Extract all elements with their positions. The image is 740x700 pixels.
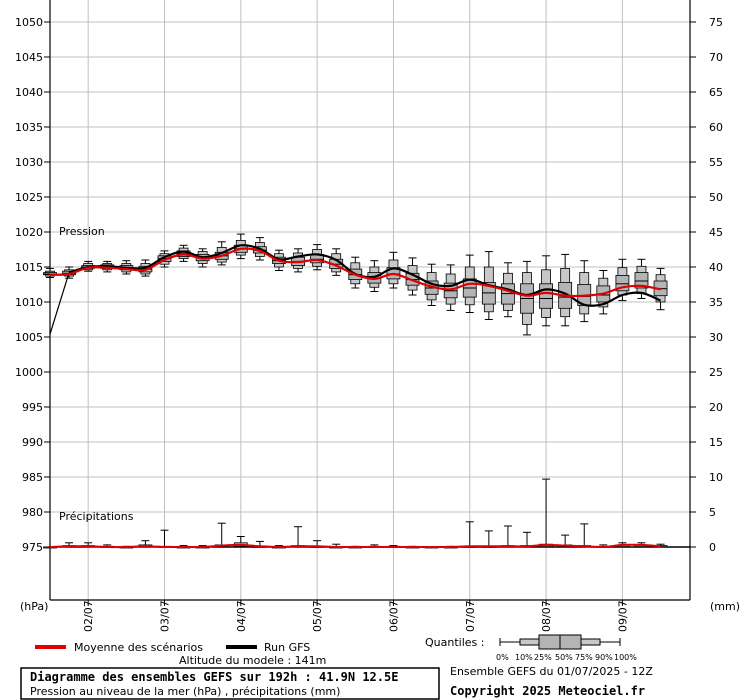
chart-subtitle: Pression au niveau de la mer (hPa) , pré… — [30, 685, 340, 698]
y-right-tick-label: 15 — [709, 436, 723, 449]
gfs-initial-segment — [49, 272, 70, 335]
precip-label: Précipitations — [59, 510, 134, 523]
y-left-tick-label: 985 — [22, 471, 43, 484]
x-axis: 02/07 03/07 04/07 05/07 06/07 07/07 08/07 09/07 — [82, 600, 629, 632]
x-tick-label: 06/07 — [387, 600, 400, 632]
quantile-75: 75% — [575, 653, 593, 662]
y-left-tick-label: 1025 — [15, 191, 43, 204]
pressure-label: Pression — [59, 225, 105, 238]
y-left-tick-label: 1045 — [15, 51, 43, 64]
y-right-tick-label: 65 — [709, 86, 723, 99]
y-left-tick-label: 980 — [22, 506, 43, 519]
quantiles-label: Quantiles : — [425, 636, 484, 649]
pressure-iqr-box — [634, 272, 649, 289]
quantile-0: 0% — [496, 653, 509, 662]
y-left-tick-label: 975 — [22, 541, 43, 554]
title-box — [20, 667, 440, 700]
y-left-tick-label: 1050 — [15, 16, 43, 29]
mean-precip-line — [49, 543, 661, 549]
y-left-tick-label: 995 — [22, 401, 43, 414]
legend-gfs-label: Run GFS — [264, 641, 310, 654]
quantile-25: 25% — [534, 653, 552, 662]
y-right-tick-label: 45 — [709, 226, 723, 239]
altitude-label: Altitude du modele : 141m — [179, 654, 326, 667]
quantile-100: 100% — [614, 653, 637, 662]
y-right-tick-label: 60 — [709, 121, 723, 134]
x-tick-label: 08/07 — [540, 600, 553, 632]
x-tick-label: 09/07 — [616, 600, 629, 632]
y-left-tick-label: 1040 — [15, 86, 43, 99]
x-tick-label: 07/07 — [464, 600, 477, 632]
y-left-tick-label: 1010 — [15, 296, 43, 309]
y-right-tick-label: 75 — [709, 16, 723, 29]
y-right-tick-label: 30 — [709, 331, 723, 344]
y-left-tick-label: 1015 — [15, 261, 43, 274]
y-right-tick-label: 25 — [709, 366, 723, 379]
pressure-box — [615, 258, 630, 302]
y-left-axis: 1050 1045 1040 1035 1030 1025 1020 1015 1010 1005… — [15, 16, 50, 554]
pressure-iqr-box — [539, 283, 553, 309]
y-left-tick-label: 1020 — [15, 226, 43, 239]
y-right-tick-label: 35 — [709, 296, 723, 309]
copyright: Copyright 2025 Meteociel.fr — [450, 684, 645, 698]
chart-title: Diagramme des ensembles GEFS sur 192h : … — [30, 670, 398, 684]
y-right-tick-label: 40 — [709, 261, 723, 274]
pressure-box — [520, 260, 534, 336]
x-tick-label: 05/07 — [311, 600, 324, 632]
series-lines — [49, 244, 690, 549]
y-left-tick-label: 1030 — [15, 156, 43, 169]
pressure-box — [634, 258, 649, 299]
y-left-tick-label: 1035 — [15, 121, 43, 134]
run-info: Ensemble GEFS du 01/07/2025 - 12Z — [450, 665, 653, 678]
quantile-50: 50% — [555, 653, 573, 662]
y-right-tick-label: 10 — [709, 471, 723, 484]
y-left-unit: (hPa) — [20, 600, 48, 613]
y-right-tick-label: 55 — [709, 156, 723, 169]
plot-frame — [49, 0, 691, 601]
y-right-tick-label: 50 — [709, 191, 723, 204]
legend: Moyenne des scénarios Run GFS Altitude d… — [35, 634, 637, 667]
y-left-tick-label: 1005 — [15, 331, 43, 344]
quantile-10: 10% — [515, 653, 533, 662]
quantile-90: 90% — [595, 653, 613, 662]
y-right-tick-label: 0 — [709, 541, 716, 554]
x-tick-label: 03/07 — [158, 600, 171, 632]
y-right-tick-label: 5 — [709, 506, 716, 519]
y-left-tick-label: 990 — [22, 436, 43, 449]
mean-pressure-line — [49, 247, 661, 298]
legend-mean-label: Moyenne des scénarios — [74, 641, 203, 654]
y-left-tick-label: 1000 — [15, 366, 43, 379]
y-right-tick-label: 70 — [709, 51, 723, 64]
y-right-unit: (mm) — [710, 600, 740, 613]
quantile-key: 0% 10% 25% 50% 75% 90% 100% — [496, 634, 637, 662]
x-tick-label: 02/07 — [82, 600, 95, 632]
y-right-tick-label: 20 — [709, 401, 723, 414]
x-tick-label: 04/07 — [235, 600, 248, 632]
